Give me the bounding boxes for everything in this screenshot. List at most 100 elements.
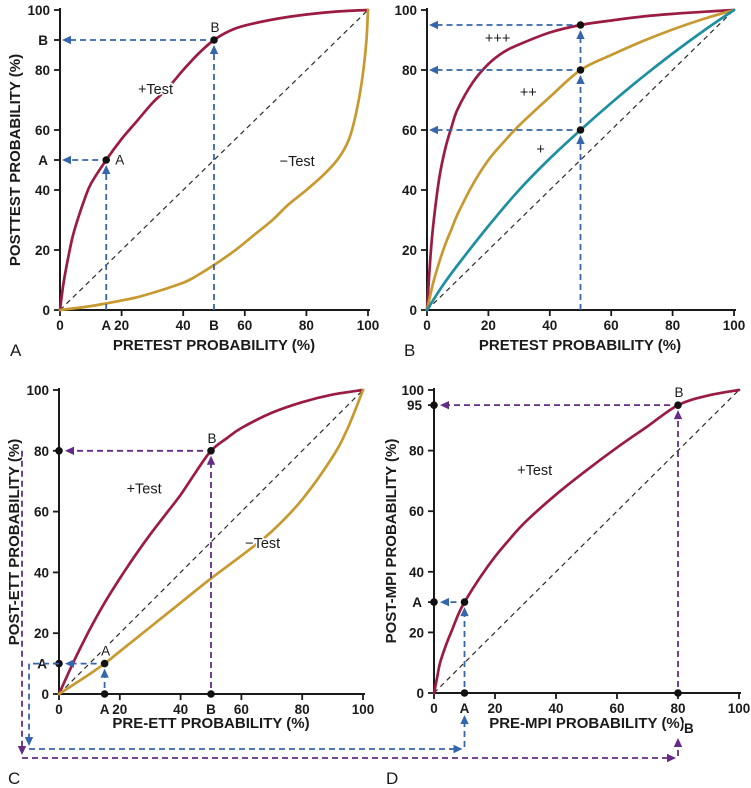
y-tick-label: 100 <box>394 3 417 18</box>
guide-arrowhead <box>62 35 71 45</box>
y-tick-label: 40 <box>34 565 49 580</box>
x-axis-title: PRETEST PROBABILITY (%) <box>113 337 315 354</box>
connector-arrowhead <box>24 737 34 746</box>
point-dot <box>102 156 110 164</box>
guide-arrowhead <box>576 75 585 84</box>
positive-test-curve-label: +Test <box>127 481 162 497</box>
x-tick-label: 0 <box>430 701 438 716</box>
y-axis-title: POST-ETT PROBABILITY (%) <box>6 439 23 645</box>
y-tick-label: 100 <box>27 3 50 18</box>
point-dot <box>100 659 109 668</box>
x-tick-label: 60 <box>237 318 252 333</box>
point-label: A <box>101 644 110 659</box>
connector-end-label: B <box>684 721 694 736</box>
positive-test-curve <box>432 388 741 695</box>
point-dot <box>210 36 218 44</box>
x-axis-dot <box>674 689 682 697</box>
y-tick-label: 40 <box>409 565 424 580</box>
x-extra-tick-label: B <box>206 702 216 717</box>
y-tick-label: 80 <box>402 63 417 78</box>
guide-arrowhead <box>576 135 585 144</box>
y-tick-label: 40 <box>35 183 50 198</box>
guide-arrowhead <box>429 20 438 30</box>
guide-arrowhead <box>440 597 449 607</box>
positive-test-curve <box>58 8 370 312</box>
x-axis-dot <box>100 690 109 698</box>
y-tick-label: 20 <box>35 243 50 258</box>
guide-arrowhead <box>440 400 449 410</box>
x-tick-label: 100 <box>723 318 746 333</box>
x-tick-label: 80 <box>665 318 680 333</box>
x-tick-label: 20 <box>114 318 129 333</box>
guide-arrowhead <box>460 607 469 617</box>
connector-arrowhead <box>460 715 469 724</box>
moderate-positive-curve-label: ++ <box>520 85 537 101</box>
panel-A: 0 20 40 60 80 100 0 20 40 60 80 100 A B B A +Test −Test A B… <box>7 3 379 360</box>
y-extra-tick-label: A <box>38 153 48 168</box>
negative-test-curve-label: −Test <box>245 536 280 552</box>
point-dot <box>460 598 469 606</box>
panel-letter-C: C <box>8 769 20 788</box>
y-axis-dot <box>55 447 63 455</box>
y-extra-tick-label: 95 <box>407 398 423 413</box>
x-tick-label: 20 <box>487 701 502 716</box>
y-tick-label: 100 <box>26 383 49 398</box>
x-tick-label: 20 <box>481 318 496 333</box>
guide-arrowhead <box>100 668 109 678</box>
point-dot <box>576 66 585 74</box>
connector-arrowhead <box>17 746 27 755</box>
y-tick-label: 60 <box>402 123 417 138</box>
guide-arrowhead <box>206 455 216 465</box>
negative-test-curve <box>58 8 370 312</box>
y-tick-label: 80 <box>409 444 424 459</box>
guide-arrowhead <box>62 155 71 165</box>
connector-arrow_blue <box>24 662 469 754</box>
x-tick-label: 80 <box>670 701 685 716</box>
y-axis-dot <box>430 598 438 606</box>
panel-letter-A: A <box>10 341 22 360</box>
x-axis-dot <box>460 689 469 697</box>
guide-arrowhead <box>65 446 74 455</box>
y-tick-label: 20 <box>409 625 424 640</box>
x-tick-label: 40 <box>548 701 563 716</box>
y-tick-label: 0 <box>41 687 49 702</box>
x-tick-label: 80 <box>299 318 314 333</box>
positive-test-curve <box>57 388 365 696</box>
x-tick-label: 0 <box>55 702 63 717</box>
guide-arrowhead <box>209 45 219 54</box>
y-extra-tick-label: A <box>37 657 47 672</box>
x-extra-tick-label: A <box>100 702 110 717</box>
y-extra-tick-label: B <box>38 33 48 48</box>
x-tick-label: 0 <box>423 318 431 333</box>
guide-arrowhead <box>673 410 683 420</box>
guide-arrowhead <box>65 659 74 668</box>
weak-positive-curve-label: + <box>536 142 544 158</box>
connector-arrowhead <box>453 744 463 754</box>
connector-arrow_purple: B <box>17 450 696 763</box>
connector-arrowhead <box>673 738 683 747</box>
y-tick-label: 80 <box>34 444 49 459</box>
point-label: B <box>674 385 683 400</box>
point-dot <box>207 447 215 455</box>
y-tick-label: 40 <box>402 183 417 198</box>
x-tick-label: 80 <box>295 702 310 717</box>
panel-letter-B: B <box>404 341 415 360</box>
y-axis-title: POSTTEST PROBABILITY (%) <box>7 54 24 266</box>
x-tick-label: 100 <box>357 318 380 333</box>
y-axis-title: POST-MPI PROBABILITY (%) <box>383 439 400 644</box>
x-extra-tick-label: A <box>101 318 111 333</box>
point-label: A <box>115 153 124 168</box>
y-tick-label: 60 <box>34 505 49 520</box>
identity-line <box>433 389 740 694</box>
x-extra-tick-label: A <box>460 701 470 716</box>
x-tick-label: 0 <box>56 318 64 333</box>
y-extra-tick-label: A <box>412 595 422 610</box>
point-dot <box>674 401 682 409</box>
point-label: B <box>207 431 216 446</box>
moderate-positive-curve <box>425 8 736 312</box>
y-tick-label: 60 <box>409 504 424 519</box>
x-tick-label: 40 <box>173 702 188 717</box>
positive-test-curve-label: +Test <box>138 82 173 98</box>
